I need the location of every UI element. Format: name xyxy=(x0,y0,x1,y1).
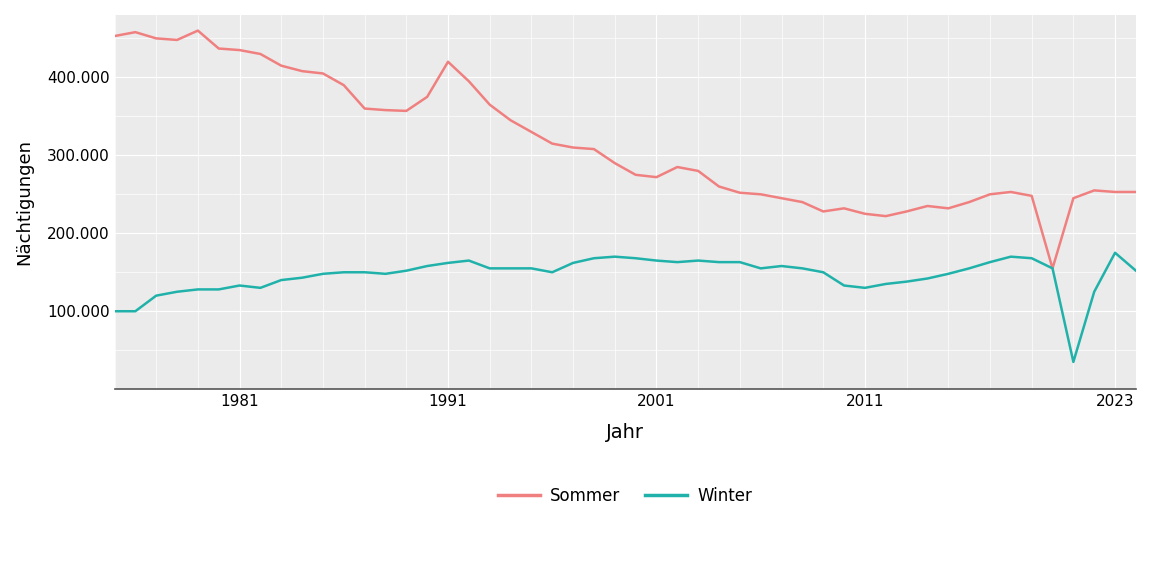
X-axis label: Jahr: Jahr xyxy=(606,423,644,442)
Legend: Sommer, Winter: Sommer, Winter xyxy=(492,480,759,511)
Y-axis label: Nächtigungen: Nächtigungen xyxy=(15,139,33,265)
